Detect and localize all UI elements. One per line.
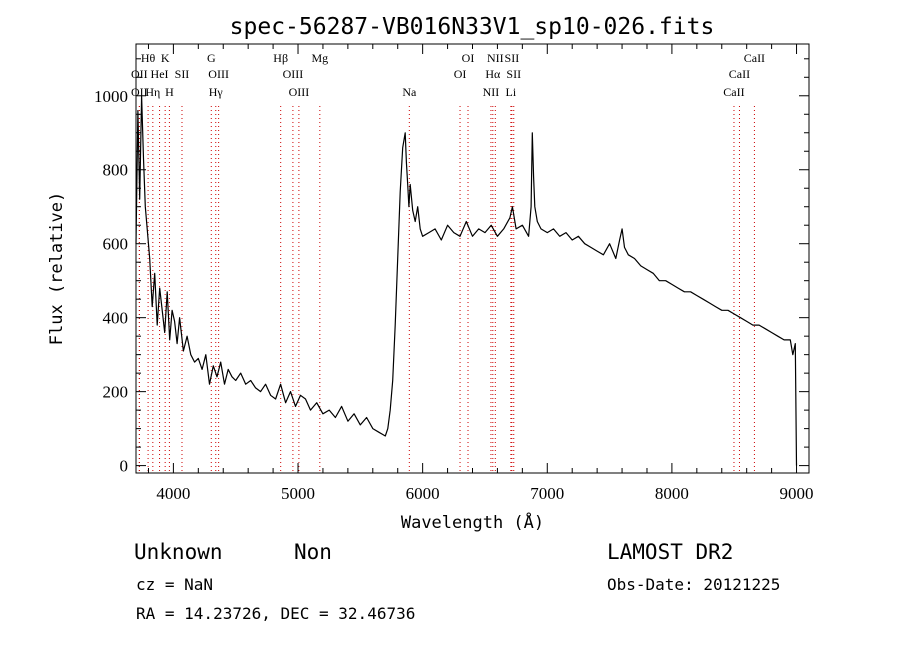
y-tick-label-2: 400 [103, 309, 129, 328]
y-tick-label-4: 800 [103, 161, 129, 180]
marker-label-3: K [161, 51, 170, 65]
marker-label-10: Hγ [209, 85, 224, 99]
marker-label-0: Hθ [141, 51, 156, 65]
line-markers: HθOIIOIIKHeIHηSIIHGOIIIHγHβOIIIOIIIMgNaO… [131, 51, 765, 473]
marker-label-14: Mg [311, 51, 328, 65]
spectrum-chart: spec-56287-VB016N33V1_sp10-026.fits Hθ OI… [47, 14, 814, 533]
marker-label-8: G [207, 51, 216, 65]
marker-label-23: Li [506, 85, 517, 99]
marker-label-15: Na [402, 85, 417, 99]
coordinates: RA = 14.23726, DEC = 32.46736 [136, 604, 416, 623]
survey-name: LAMOST DR2 [607, 540, 734, 564]
marker-label-6: SII [175, 67, 190, 81]
object-class: Unknown [134, 540, 223, 564]
x-tick-label-0: 4000 [156, 484, 190, 503]
observation-date: Obs-Date: 20121225 [607, 575, 781, 594]
marker-label-1: OII [131, 67, 148, 81]
redshift-value: cz = NaN [136, 575, 214, 594]
y-tick-label-1: 200 [103, 383, 129, 402]
marker-label-17: OI [454, 67, 467, 81]
y-tick-label-5: 1000 [94, 87, 128, 106]
x-tick-label-3: 7000 [530, 484, 564, 503]
plot-frame [135, 43, 810, 474]
x-tick-label-1: 5000 [281, 484, 315, 503]
marker-label-4: HeI [151, 67, 169, 81]
marker-label-21: SII [506, 67, 521, 81]
marker-label-11: Hβ [273, 51, 288, 65]
marker-label-25: CaII [729, 67, 750, 81]
chart-title: spec-56287-VB016N33V1_sp10-026.fits [230, 14, 715, 40]
marker-label-16: OI [462, 51, 475, 65]
marker-label-12: OIII [283, 67, 304, 81]
x-tick-label-5: 9000 [780, 484, 814, 503]
y-tick-label-3: 600 [103, 235, 129, 254]
marker-label-13: OIII [289, 85, 310, 99]
x-tick-label-4: 8000 [655, 484, 689, 503]
y-axis: 0 200 400 600 800 1000 [94, 58, 809, 476]
spectrum-line-0 [135, 95, 798, 466]
x-tick-label-2: 6000 [406, 484, 440, 503]
y-tick-label-0: 0 [120, 457, 129, 476]
marker-label-18: NII [487, 51, 504, 65]
marker-label-19: SII [505, 51, 520, 65]
marker-label-22: NII [483, 85, 500, 99]
spectrum-series [135, 95, 798, 466]
marker-label-7: H [165, 85, 174, 99]
marker-label-9: OIII [208, 67, 229, 81]
object-subclass: Non [294, 540, 332, 564]
x-axis-label: Wavelength (Å) [401, 511, 544, 533]
marker-label-24: CaII [744, 51, 765, 65]
marker-label-26: CaII [723, 85, 744, 99]
y-axis-label: Flux (relative) [47, 192, 67, 346]
x-axis: 4000 5000 6000 7000 8000 9000 [147, 44, 814, 503]
marker-label-20: Hα [485, 67, 501, 81]
marker-label-5: Hη [145, 85, 160, 99]
